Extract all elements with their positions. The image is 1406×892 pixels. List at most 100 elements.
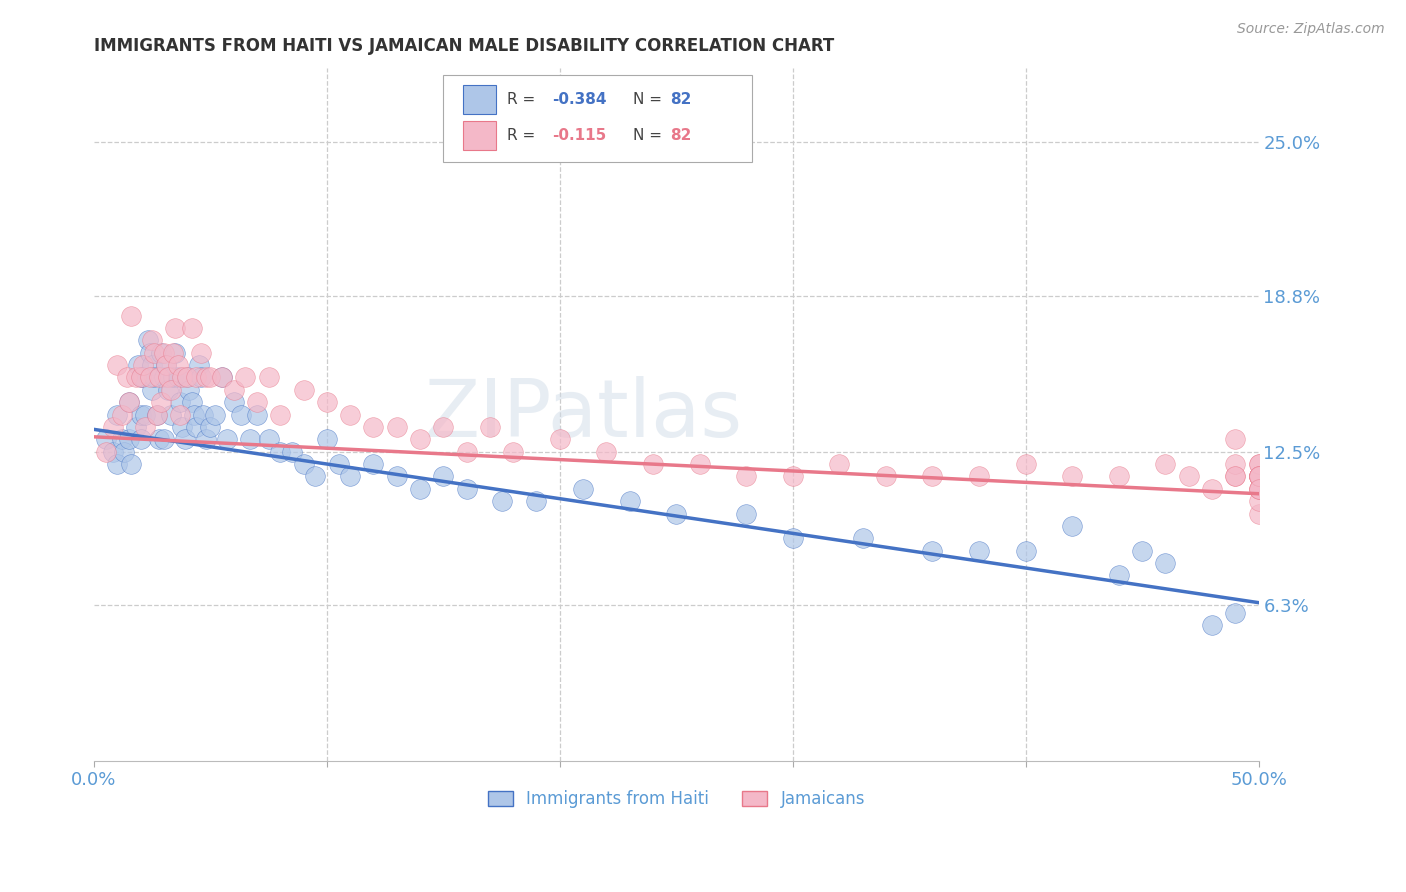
Point [150, 345, 173, 359]
Point [111, 408, 134, 422]
Point [1201, 482, 1223, 496]
Point [619, 494, 641, 508]
Point [157, 370, 180, 384]
Point [1247, 494, 1270, 508]
Point [162, 370, 184, 384]
Point [548, 432, 571, 446]
Text: 82: 82 [671, 128, 692, 144]
Point [176, 370, 198, 384]
Point [190, 345, 212, 359]
Point [828, 457, 851, 471]
Point [172, 370, 194, 384]
Point [111, 432, 134, 446]
Point [180, 321, 202, 335]
Point [363, 457, 385, 471]
Point [139, 370, 162, 384]
Point [105, 358, 128, 372]
Text: -0.384: -0.384 [551, 93, 606, 107]
Point [1108, 469, 1130, 483]
Point [409, 432, 432, 446]
Point [363, 420, 385, 434]
Point [1247, 469, 1270, 483]
Point [595, 444, 617, 458]
Point [1247, 469, 1270, 483]
Text: IMMIGRANTS FROM HAITI VS JAMAICAN MALE DISABILITY CORRELATION CHART: IMMIGRANTS FROM HAITI VS JAMAICAN MALE D… [94, 37, 834, 55]
Point [153, 370, 176, 384]
Point [215, 432, 238, 446]
Point [385, 469, 408, 483]
Text: Source: ZipAtlas.com: Source: ZipAtlas.com [1237, 22, 1385, 37]
Point [1247, 469, 1270, 483]
Point [94, 444, 117, 458]
Text: 82: 82 [671, 93, 692, 107]
Point [852, 531, 875, 545]
Point [165, 321, 187, 335]
Point [269, 444, 291, 458]
Point [967, 469, 990, 483]
Point [257, 432, 280, 446]
Point [129, 432, 152, 446]
Point [150, 395, 173, 409]
Point [200, 420, 222, 434]
Point [193, 408, 215, 422]
Point [315, 432, 337, 446]
Point [148, 432, 170, 446]
Point [143, 345, 166, 359]
Point [176, 370, 198, 384]
Point [292, 457, 315, 471]
Point [166, 358, 188, 372]
Point [159, 408, 181, 422]
Legend: Immigrants from Haiti, Jamaicans: Immigrants from Haiti, Jamaicans [481, 784, 872, 815]
Point [1247, 507, 1270, 521]
Point [172, 420, 194, 434]
Point [153, 345, 176, 359]
Point [1247, 482, 1270, 496]
Point [211, 370, 233, 384]
Point [222, 395, 245, 409]
Point [129, 370, 152, 384]
Point [112, 444, 135, 458]
Point [491, 494, 513, 508]
Point [1062, 469, 1084, 483]
Text: N =: N = [633, 128, 666, 144]
Point [115, 370, 138, 384]
Point [572, 482, 595, 496]
Point [1225, 432, 1247, 446]
Point [641, 457, 664, 471]
Point [134, 408, 156, 422]
Point [139, 345, 162, 359]
Point [304, 469, 326, 483]
Point [118, 395, 141, 409]
Point [1154, 556, 1177, 570]
Point [186, 420, 208, 434]
Point [328, 457, 350, 471]
Point [257, 370, 280, 384]
Point [967, 543, 990, 558]
Point [432, 420, 454, 434]
Point [132, 358, 155, 372]
Point [478, 420, 501, 434]
Point [180, 395, 202, 409]
Point [169, 408, 191, 422]
Point [1247, 457, 1270, 471]
Point [526, 494, 548, 508]
Point [141, 383, 163, 397]
Point [456, 444, 478, 458]
Point [409, 482, 432, 496]
Point [782, 469, 804, 483]
Point [153, 432, 176, 446]
Point [129, 370, 152, 384]
Point [129, 408, 152, 422]
Point [1247, 469, 1270, 483]
Point [194, 432, 217, 446]
Point [125, 370, 148, 384]
Point [162, 345, 184, 359]
Point [183, 408, 205, 422]
Point [502, 444, 524, 458]
Point [1247, 457, 1270, 471]
Point [155, 358, 177, 372]
Text: ZIPatlas: ZIPatlas [425, 376, 742, 453]
Point [1225, 469, 1247, 483]
Point [735, 469, 758, 483]
Point [190, 370, 212, 384]
